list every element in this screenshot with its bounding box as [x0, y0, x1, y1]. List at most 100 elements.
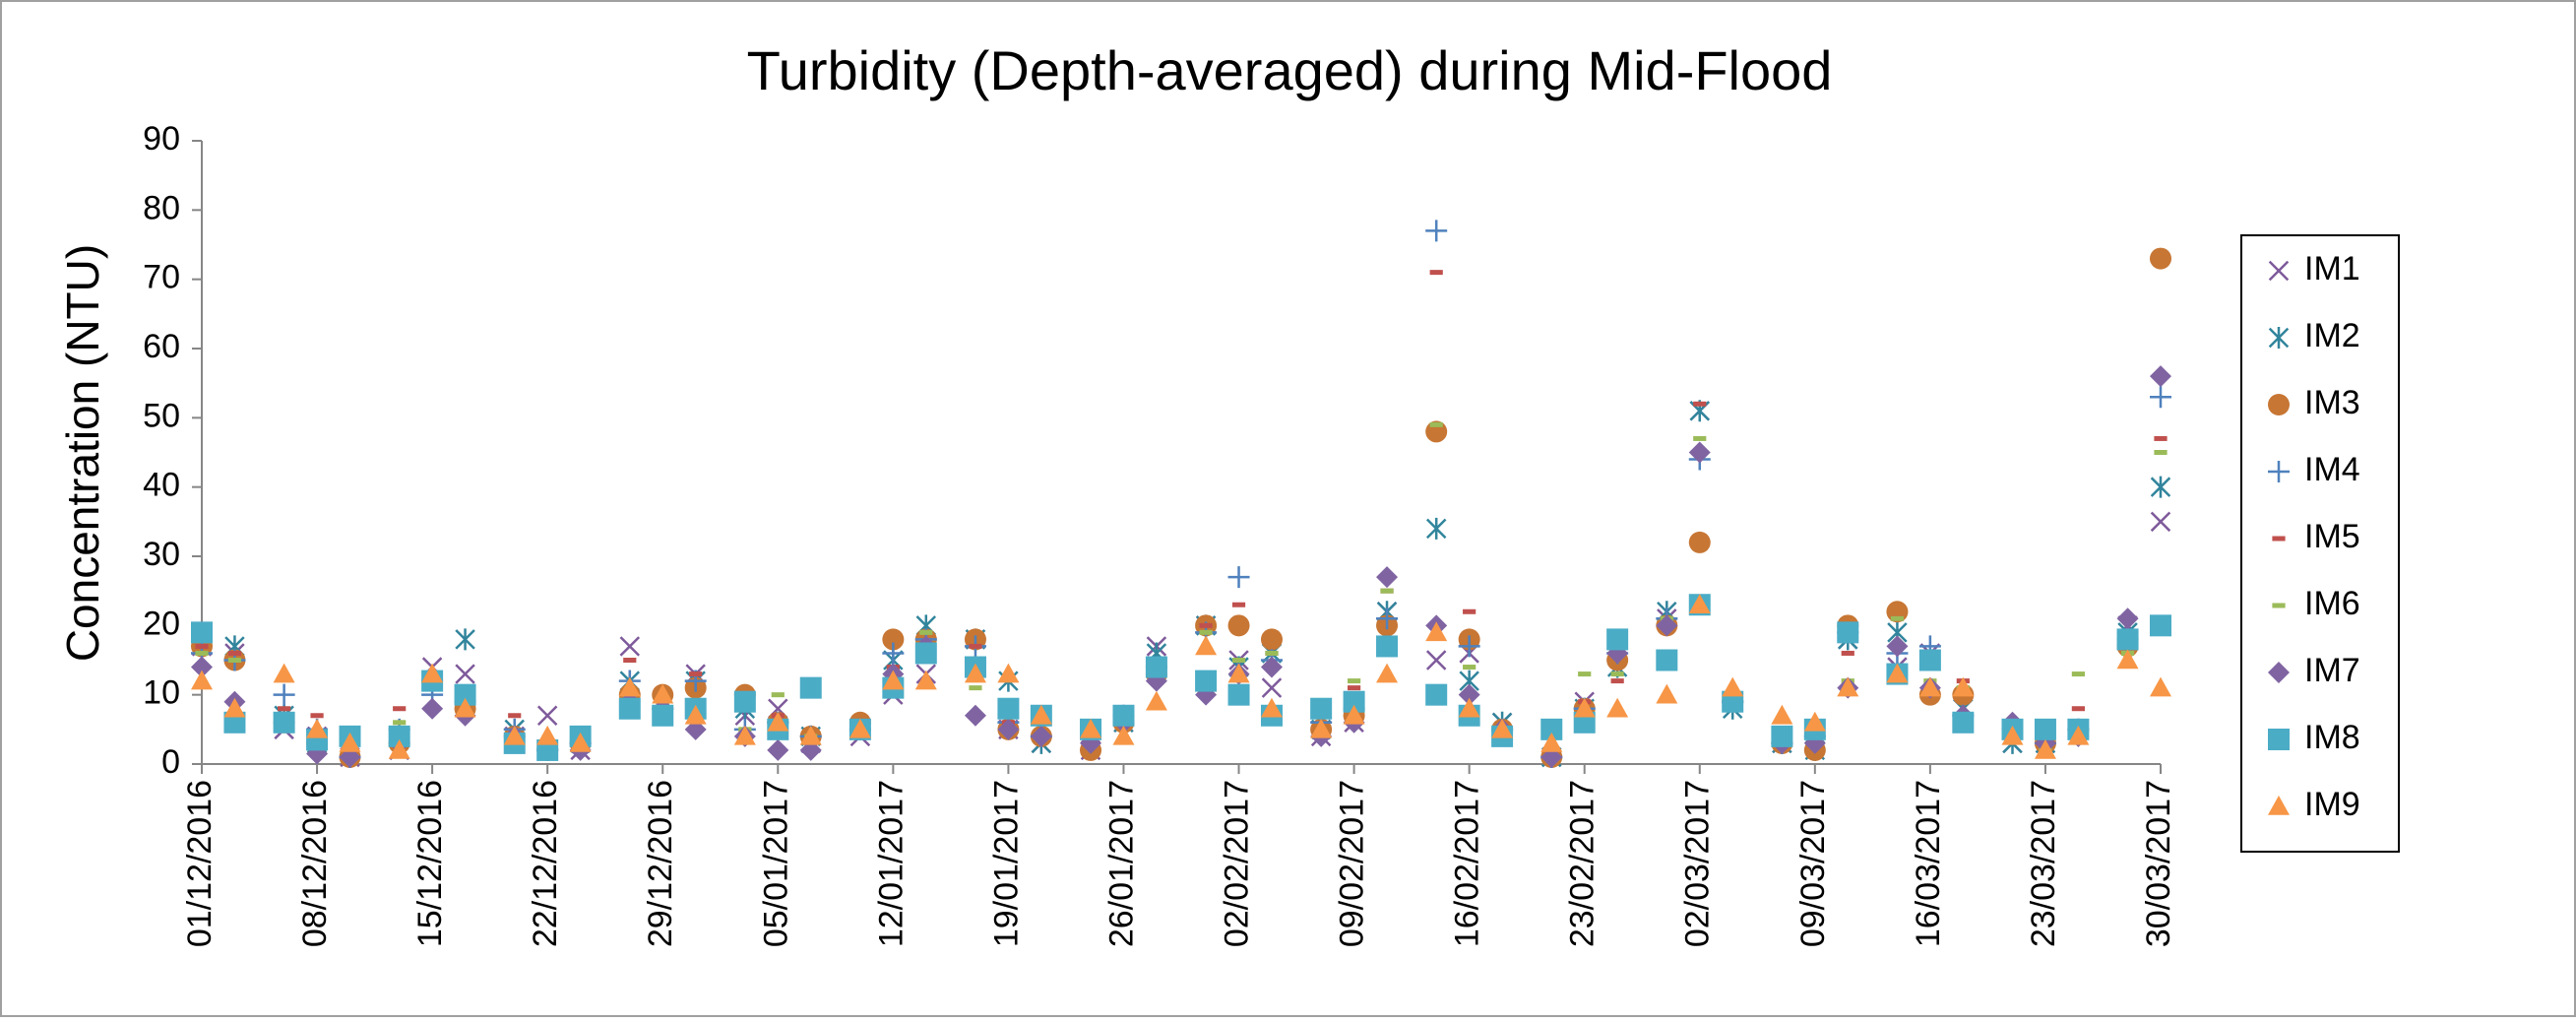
marker-asterisk	[1425, 517, 1447, 540]
legend-label: IM8	[2304, 719, 2360, 756]
marker-square	[2034, 718, 2056, 740]
marker-triangle	[1886, 663, 1909, 683]
marker-triangle	[914, 670, 937, 690]
x-tick-label: 09/03/2017	[1794, 780, 1832, 947]
marker-square	[1656, 649, 1678, 671]
marker-asterisk	[455, 628, 475, 651]
legend-label: IM6	[2304, 585, 2360, 622]
marker-triangle	[1030, 704, 1052, 725]
legend-label: IM5	[2304, 518, 2360, 555]
marker-triangle	[454, 697, 476, 718]
marker-x	[536, 705, 558, 727]
marker-square	[2116, 628, 2139, 651]
marker-square	[799, 676, 822, 699]
marker-plus	[2268, 461, 2290, 482]
marker-triangle	[1722, 676, 1744, 697]
marker-diamond	[1376, 566, 1399, 589]
y-axis-label: Concentration (NTU)	[57, 244, 108, 662]
marker-diamond	[1656, 614, 1678, 637]
marker-triangle	[997, 663, 1020, 683]
marker-circle	[2268, 394, 2290, 415]
marker-square	[1606, 628, 1629, 651]
legend-label: IM4	[2304, 451, 2360, 488]
marker-triangle	[1145, 690, 1167, 711]
marker-triangle	[536, 725, 559, 745]
y-tick-label: 90	[143, 120, 180, 158]
marker-triangle	[1425, 621, 1448, 642]
marker-triangle	[964, 663, 986, 683]
marker-triangle	[1606, 697, 1629, 718]
marker-diamond	[191, 656, 213, 678]
marker-triangle	[1771, 704, 1793, 725]
marker-plus	[1376, 607, 1399, 630]
marker-plus	[1425, 220, 1448, 242]
marker-diamond	[2116, 607, 2139, 630]
marker-diamond	[421, 697, 444, 720]
legend-label: IM9	[2304, 786, 2360, 823]
marker-square	[1376, 635, 1399, 658]
marker-diamond	[997, 718, 1020, 740]
marker-circle	[1688, 531, 1711, 553]
marker-triangle	[1195, 635, 1218, 656]
y-tick-label: 0	[161, 743, 180, 781]
marker-triangle	[2001, 725, 2024, 745]
marker-triangle	[882, 670, 905, 690]
marker-triangle	[1260, 697, 1283, 718]
chart-title: Turbidity (Depth-averaged) during Mid-Fl…	[747, 39, 1833, 101]
marker-circle	[1260, 628, 1283, 651]
marker-triangle	[767, 711, 789, 732]
marker-triangle	[1540, 732, 1563, 752]
marker-square	[1145, 656, 1167, 678]
marker-triangle	[569, 732, 592, 752]
marker-triangle	[733, 725, 756, 745]
marker-triangle	[503, 725, 526, 745]
x-tick-label: 16/03/2017	[1910, 780, 1947, 947]
x-tick-label: 09/02/2017	[1334, 780, 1371, 947]
x-tick-label: 22/12/2016	[527, 780, 564, 947]
marker-triangle	[1112, 725, 1135, 745]
marker-x	[2268, 260, 2290, 282]
marker-triangle	[799, 725, 822, 745]
marker-circle	[1227, 614, 1250, 637]
marker-triangle	[2268, 796, 2290, 815]
marker-square	[733, 690, 756, 713]
series	[191, 594, 2171, 759]
marker-plus	[882, 642, 905, 665]
marker-triangle	[1656, 683, 1678, 704]
marker-triangle	[1343, 704, 1365, 725]
y-tick-label: 40	[143, 467, 180, 504]
marker-square	[454, 683, 476, 706]
y-tick-label: 10	[143, 674, 180, 712]
marker-circle	[2150, 247, 2171, 270]
marker-diamond	[1260, 656, 1283, 678]
marker-triangle	[2150, 676, 2171, 697]
marker-diamond	[1458, 683, 1480, 706]
marker-triangle	[1376, 663, 1399, 683]
marker-triangle	[848, 718, 871, 738]
marker-asterisk	[2150, 476, 2171, 498]
marker-triangle	[339, 732, 361, 752]
marker-triangle	[1310, 718, 1333, 738]
y-tick-label: 70	[143, 259, 180, 296]
y-tick-label: 60	[143, 328, 180, 365]
marker-diamond	[767, 738, 789, 761]
marker-triangle	[306, 718, 329, 738]
marker-triangle	[191, 670, 213, 690]
marker-square	[1195, 670, 1218, 692]
marker-plus	[273, 683, 295, 706]
marker-triangle	[652, 683, 674, 704]
x-tick-label: 29/12/2016	[642, 780, 679, 947]
marker-triangle	[223, 697, 246, 718]
marker-square	[388, 725, 410, 747]
marker-triangle	[1952, 676, 1975, 697]
x-tick-label: 02/03/2017	[1679, 780, 1717, 947]
marker-triangle	[2067, 725, 2090, 745]
marker-square	[1837, 621, 1859, 644]
marker-triangle	[1227, 663, 1250, 683]
marker-square	[1227, 683, 1250, 706]
marker-diamond	[2150, 365, 2171, 388]
marker-square	[1540, 718, 1563, 740]
marker-square	[2150, 614, 2171, 637]
